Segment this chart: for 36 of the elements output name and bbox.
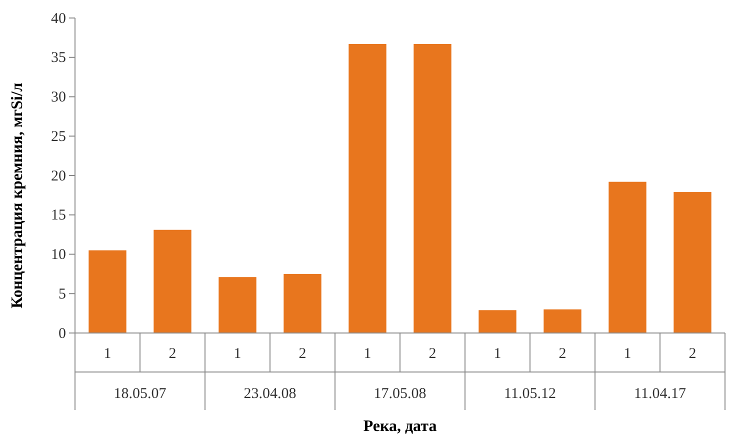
text: 11.05.12: [504, 386, 556, 402]
bar: [88, 250, 126, 333]
y-tick-label: 10: [51, 247, 66, 264]
y-tick-label: 5: [58, 286, 66, 302]
bar: [348, 44, 386, 333]
bar: [544, 309, 582, 333]
x-tick-label: 2: [688, 346, 696, 362]
y-tick-label: 20: [51, 168, 66, 184]
bar: [154, 230, 192, 333]
text: 18.05.07: [114, 386, 167, 402]
bar: [284, 274, 322, 333]
x-axis-title: Река, дата: [363, 418, 437, 435]
x-tick-label: 2: [298, 346, 306, 362]
y-tick-label: 0: [58, 326, 66, 342]
text: 11.04.17: [634, 386, 686, 402]
y-tick-label: 35: [51, 50, 66, 66]
bar: [414, 44, 452, 333]
text: 17.05.08: [374, 386, 426, 402]
y-tick-label: 15: [51, 208, 66, 224]
y-tick-label: 40: [51, 10, 66, 27]
y-axis-title: Концентрация кремния, мгSi/л: [9, 82, 26, 308]
bar: [674, 192, 712, 333]
y-tick-label: 25: [51, 128, 66, 145]
text: 23.04.08: [244, 386, 296, 402]
bar: [608, 182, 646, 333]
x-tick-label: 1: [104, 346, 112, 362]
x-tick-label: 2: [168, 346, 176, 362]
bar: [478, 310, 516, 333]
y-tick-label: 30: [51, 90, 66, 106]
bar: [218, 277, 256, 333]
x-tick-label: 1: [364, 346, 372, 362]
x-tick-label: 2: [428, 346, 436, 362]
x-tick-label: 1: [494, 346, 502, 362]
x-tick-label: 1: [624, 346, 632, 362]
x-tick-label: 1: [234, 346, 242, 362]
x-tick-label: 2: [558, 346, 566, 362]
